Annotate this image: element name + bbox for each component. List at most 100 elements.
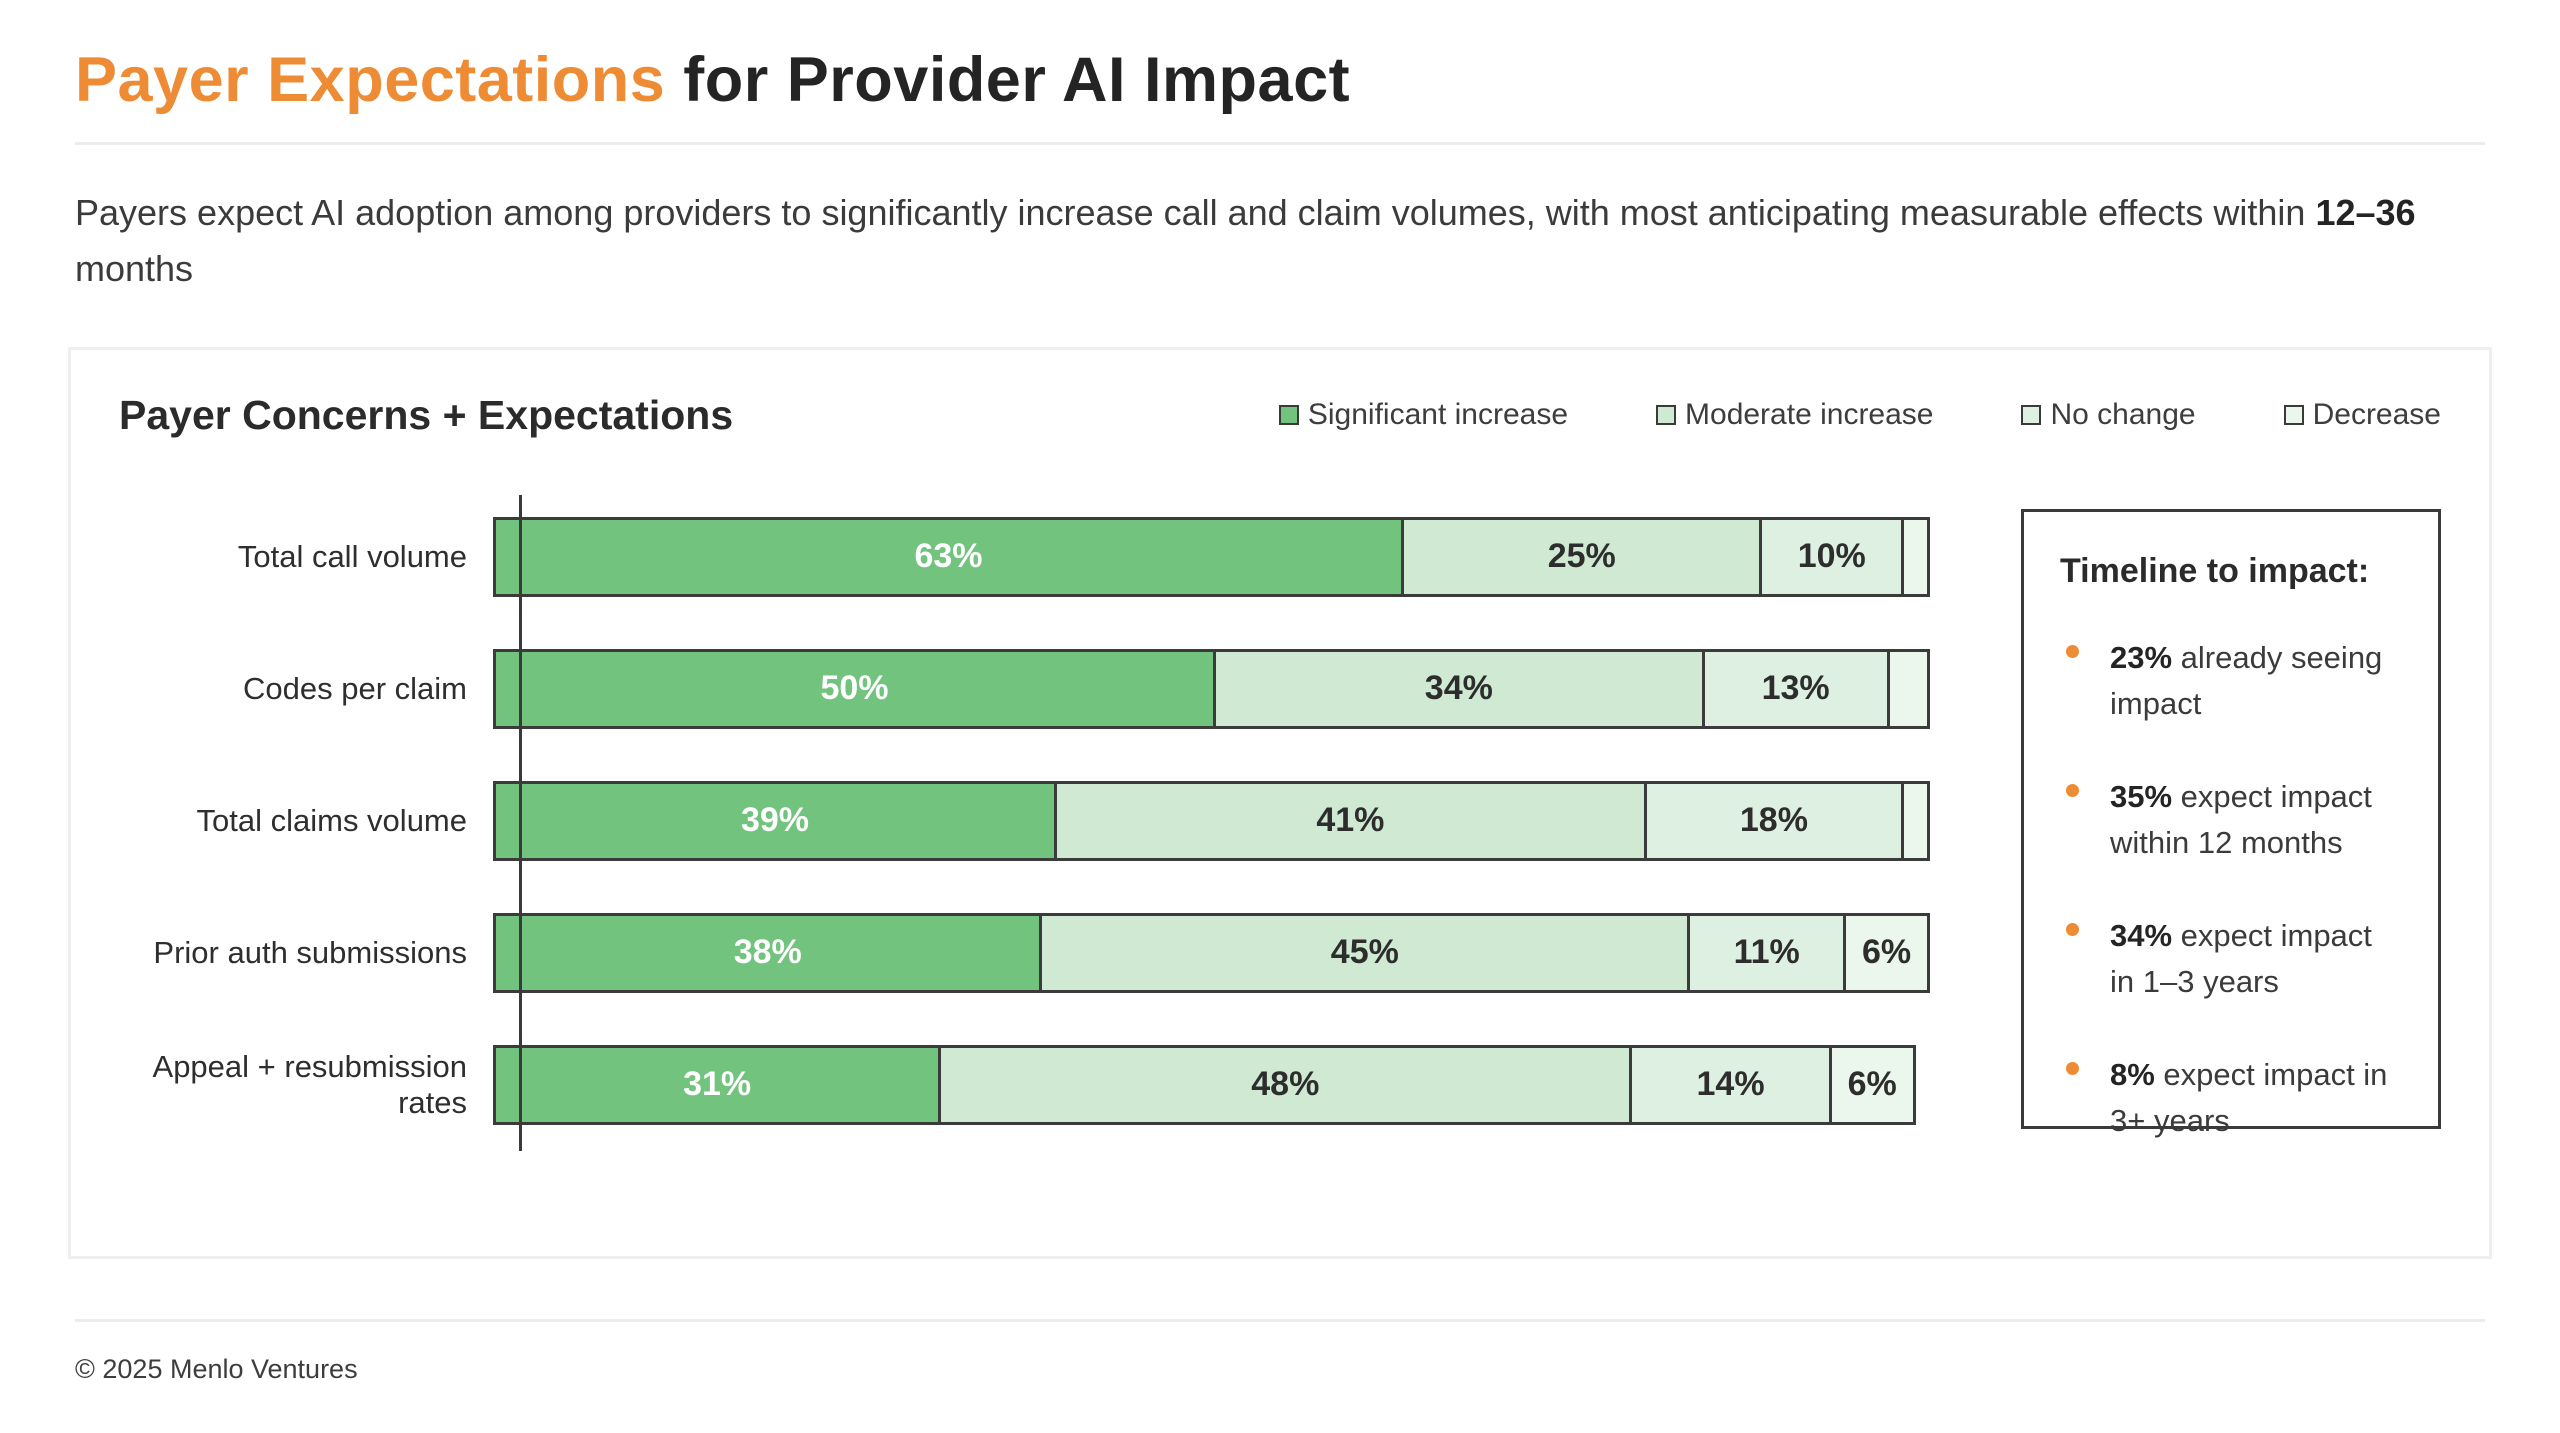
bar-row: Codes per claim 50% 34% 13% <box>119 648 1939 729</box>
bar-segment-decrease <box>1901 516 1930 597</box>
page-footer: © 2025 Menlo Ventures <box>75 1318 2485 1385</box>
timeline-item: 23% already seeing impact <box>2060 635 2402 728</box>
category-label: Total claims volume <box>196 802 467 838</box>
bar-segment-significant-increase: 50% <box>493 648 1216 729</box>
timeline-box: Timeline to impact: 23% already seeing i… <box>2021 508 2441 1138</box>
stacked-bar: 63% 25% 10% <box>493 516 1939 597</box>
bullet-dot-icon <box>2066 922 2079 936</box>
bar-segment-moderate-increase: 25% <box>1400 516 1763 597</box>
subtitle-text: Payers expect AI adoption among provider… <box>75 192 2316 233</box>
bar-segment-significant-increase: 31% <box>493 1044 942 1125</box>
stacked-bar-chart: Total call volume 63% 25% 10% Codes per clai… <box>119 494 1939 1151</box>
segment-value-label: 63% <box>914 537 983 576</box>
bar-segment-moderate-increase: 45% <box>1039 912 1691 993</box>
bar-segment-no-change: 10% <box>1759 516 1905 597</box>
bar-segment-decrease: 6% <box>1828 1044 1916 1125</box>
subtitle-bold-range: 12–36 <box>2315 192 2416 233</box>
legend-swatch-icon <box>1656 405 1677 426</box>
bar-segment-moderate-increase: 48% <box>938 1044 1633 1125</box>
segment-value-label: 48% <box>1251 1065 1320 1104</box>
bullet-dot-icon <box>2066 1061 2079 1075</box>
stacked-bar: 31% 48% 14% 6% <box>493 1044 1939 1125</box>
timeline-list: 23% already seeing impact 35% expect impa… <box>2060 635 2402 1145</box>
timeline-title: Timeline to impact: <box>2060 551 2370 590</box>
timeline-text: expect impact in 1–3 years <box>2110 917 2372 1000</box>
bar-segment-decrease <box>1901 780 1930 861</box>
bar-segment-moderate-increase: 41% <box>1053 780 1647 861</box>
bar-row: Total claims volume 39% 41% 18% <box>119 780 1939 861</box>
legend-label: Moderate increase <box>1685 398 1934 432</box>
bar-segment-no-change: 18% <box>1643 780 1905 861</box>
chart-body: Total call volume 63% 25% 10% Codes per clai… <box>119 494 2441 1151</box>
timeline-text: already seeing impact <box>2110 639 2383 722</box>
timeline-item: 8% expect impact in 3+ years <box>2060 1052 2402 1145</box>
bar-segment-no-change: 13% <box>1701 648 1890 729</box>
category-label: Codes per claim <box>243 670 467 706</box>
timeline-stat: 8% <box>2110 1056 2155 1092</box>
bullet-dot-icon <box>2066 644 2079 658</box>
segment-value-label: 13% <box>1761 669 1830 708</box>
segment-value-label: 39% <box>740 801 809 840</box>
bullet-dot-icon <box>2066 783 2079 797</box>
timeline-text: expect impact within 12 months <box>2110 778 2372 861</box>
bar-row: Prior auth submissions 38% 45% 11% 6% <box>119 912 1939 993</box>
legend-label: Significant increase <box>1307 398 1569 432</box>
segment-value-label: 45% <box>1330 933 1399 972</box>
chart-card: Payer Concerns + Expectations Significan… <box>68 346 2492 1259</box>
chart-title: Payer Concerns + Expectations <box>119 391 734 438</box>
stacked-bar: 50% 34% 13% <box>493 648 1939 729</box>
y-axis-line <box>519 494 522 1151</box>
timeline-item: 34% expect impact in 1–3 years <box>2060 913 2402 1006</box>
legend-item-decrease: Decrease <box>2283 398 2441 432</box>
segment-value-label: 10% <box>1797 537 1866 576</box>
timeline-stat: 35% <box>2110 778 2173 814</box>
header-divider <box>75 142 2485 145</box>
legend-swatch-icon <box>2283 405 2304 426</box>
bar-segment-moderate-increase: 34% <box>1213 648 1705 729</box>
copyright: © 2025 Menlo Ventures <box>75 1353 358 1384</box>
page-header: Payer Expectations for Provider AI Impac… <box>0 0 2560 297</box>
timeline-stat: 34% <box>2110 917 2173 953</box>
legend-label: No change <box>2050 398 2196 432</box>
timeline-text: expect impact in 3+ years <box>2110 1056 2388 1139</box>
footer-divider <box>75 1318 2485 1322</box>
segment-value-label: 6% <box>1847 1065 1897 1104</box>
bar-segment-decrease: 6% <box>1843 912 1930 993</box>
chart-card-header: Payer Concerns + Expectations Significan… <box>119 392 2441 439</box>
page-title: Payer Expectations for Provider AI Impac… <box>75 44 2485 116</box>
bar-rows: Total call volume 63% 25% 10% Codes per clai… <box>119 516 1939 1125</box>
bar-segment-decrease <box>1886 648 1930 729</box>
legend-swatch-icon <box>1278 405 1299 426</box>
bar-segment-no-change: 11% <box>1687 912 1847 993</box>
subtitle-suffix: months <box>75 247 194 289</box>
bar-row: Total call volume 63% 25% 10% <box>119 516 1939 597</box>
bar-row: Appeal + resubmission rates 31% 48% 14% 6% <box>119 1044 1939 1125</box>
segment-value-label: 25% <box>1547 537 1616 576</box>
page-subtitle: Payers expect AI adoption among provider… <box>75 185 2485 297</box>
timeline-item: 35% expect impact within 12 months <box>2060 774 2402 867</box>
legend-item-no-change: No change <box>2021 398 2196 432</box>
segment-value-label: 31% <box>683 1065 752 1104</box>
legend-swatch-icon <box>2021 405 2042 426</box>
segment-value-label: 11% <box>1733 933 1800 972</box>
page-title-rest: for Provider AI Impact <box>665 45 1351 115</box>
segment-value-label: 38% <box>733 933 802 972</box>
segment-value-label: 6% <box>1862 933 1912 972</box>
segment-value-label: 18% <box>1739 801 1808 840</box>
bar-segment-significant-increase: 38% <box>493 912 1043 993</box>
segment-value-label: 14% <box>1696 1065 1765 1104</box>
category-label: Prior auth submissions <box>153 934 467 970</box>
chart-legend: Significant increase Moderate increase No … <box>1278 398 2441 432</box>
legend-item-moderate-increase: Moderate increase <box>1656 398 1933 432</box>
legend-label: Decrease <box>2312 398 2441 432</box>
segment-value-label: 50% <box>820 669 889 708</box>
category-label: Appeal + resubmission rates <box>152 1048 467 1120</box>
bar-segment-significant-increase: 63% <box>493 516 1404 597</box>
bar-segment-significant-increase: 39% <box>493 780 1057 861</box>
segment-value-label: 41% <box>1316 801 1385 840</box>
bar-segment-no-change: 14% <box>1629 1044 1832 1125</box>
timeline-stat: 23% <box>2110 639 2173 675</box>
stacked-bar: 39% 41% 18% <box>493 780 1939 861</box>
legend-item-significant-increase: Significant increase <box>1278 398 1569 432</box>
stacked-bar: 38% 45% 11% 6% <box>493 912 1939 993</box>
